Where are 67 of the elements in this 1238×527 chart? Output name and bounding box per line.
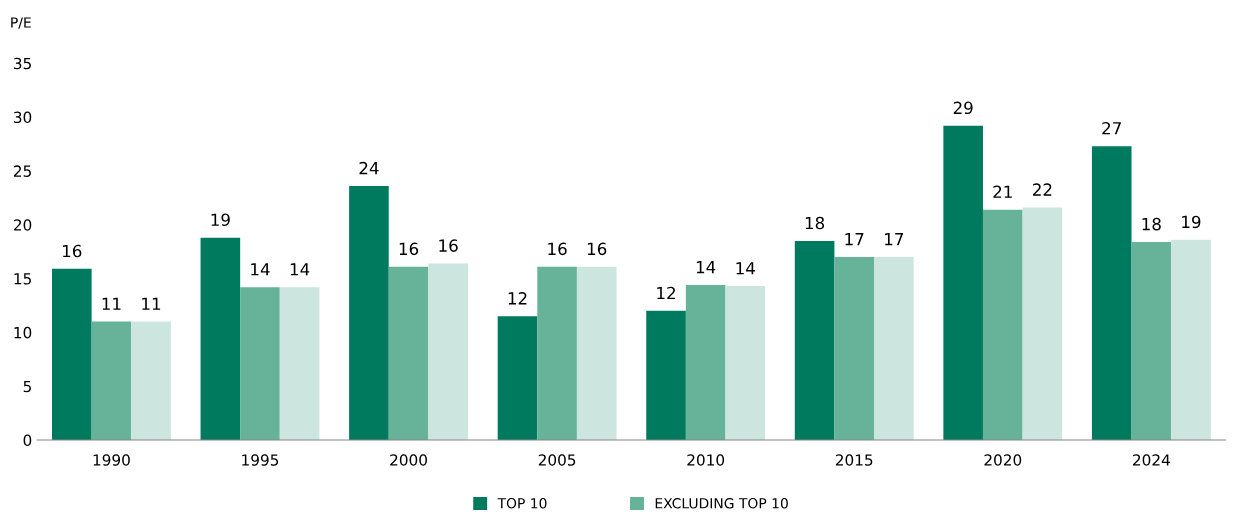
x-tick-label: 2005 (538, 454, 576, 466)
bar (349, 185, 389, 441)
bar (388, 266, 429, 441)
bar (685, 285, 726, 441)
bar (428, 263, 468, 441)
data-label: 17 (845, 233, 864, 246)
data-label: 17 (885, 233, 904, 246)
data-label: 16 (399, 242, 419, 256)
y-tick-label: 10 (14, 326, 32, 339)
x-tick-label: 2000 (390, 454, 427, 466)
x-tick-label: 1995 (242, 454, 279, 466)
bar (576, 266, 617, 441)
data-label: 12 (657, 286, 675, 300)
data-label: 27 (1102, 121, 1121, 135)
y-tick-label: 5 (23, 380, 31, 393)
bar (279, 287, 320, 441)
data-label: 18 (805, 216, 825, 230)
bar (874, 257, 914, 441)
data-label: 19 (211, 213, 230, 227)
bar (725, 286, 766, 441)
y-tick-label: 25 (13, 165, 31, 177)
x-tick-label: 2010 (687, 454, 725, 466)
bar (982, 209, 1023, 441)
data-label: 14 (696, 261, 716, 274)
bar (1131, 241, 1172, 441)
data-label: 14 (251, 263, 270, 276)
data-label: 29 (953, 101, 973, 115)
x-tick-label: 2015 (835, 454, 873, 466)
data-label: 11 (102, 297, 121, 310)
data-label: 16 (63, 244, 82, 258)
bar (200, 237, 241, 441)
bar (131, 321, 171, 441)
legend-label: TOP 10 (497, 498, 547, 509)
data-label: 16 (587, 242, 607, 256)
bar (1091, 146, 1132, 441)
y-tick-label: 20 (13, 219, 32, 231)
bar (834, 257, 875, 441)
data-label: 24 (359, 161, 379, 175)
y-tick-label: 15 (14, 273, 31, 285)
bar (537, 266, 577, 441)
y-tick-label: 0 (23, 434, 32, 447)
bar (943, 125, 983, 441)
data-label: 11 (142, 297, 161, 310)
bar (497, 316, 538, 441)
data-label: 19 (1182, 215, 1201, 229)
legend-label: EXCLUDING TOP 10 (655, 498, 788, 509)
x-tick-label: 2024 (1133, 454, 1170, 466)
bar (794, 240, 835, 441)
bar (52, 268, 92, 441)
data-label: 14 (290, 263, 310, 276)
data-label: 22 (1033, 183, 1052, 196)
x-tick-label: 2020 (984, 454, 1022, 466)
data-label: 16 (439, 239, 458, 252)
bar (1022, 207, 1063, 441)
data-label: 21 (993, 185, 1012, 198)
data-label: 18 (1142, 217, 1161, 231)
data-label: 12 (508, 292, 527, 305)
y-tick-label: 35 (14, 57, 31, 70)
bar (1171, 239, 1211, 441)
x-tick-label: 1990 (93, 454, 130, 466)
bar (646, 310, 686, 441)
y-tick-label: 30 (14, 111, 32, 124)
bar (91, 321, 132, 441)
bar (240, 287, 280, 441)
y-axis-title: P/E (11, 17, 31, 29)
data-label: 14 (736, 262, 755, 275)
data-label: 16 (548, 242, 567, 256)
